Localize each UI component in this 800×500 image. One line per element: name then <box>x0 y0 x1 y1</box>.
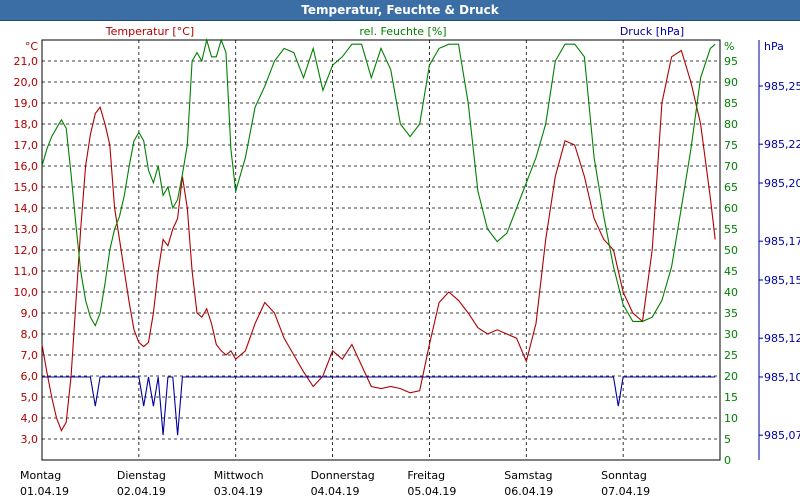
temp-tick-label: 17,0 <box>14 139 39 152</box>
temp-tick-label: 12,0 <box>14 244 39 257</box>
temp-axis-title: Temperatur [°C] <box>105 25 194 38</box>
temp-tick-label: 15,0 <box>14 181 39 194</box>
axes <box>41 39 763 461</box>
pressure-tick-label: 985,12 <box>764 332 800 345</box>
x-date-label: 07.04.19 <box>601 485 650 498</box>
pressure-tick-label: 985,10 <box>764 371 800 384</box>
temp-tick-label: 4,0 <box>21 412 39 425</box>
x-day-label: Dienstag <box>117 469 166 482</box>
temp-tick-label: 16,0 <box>14 160 39 173</box>
series-group <box>41 37 716 436</box>
humidity-tick-label: 95 <box>724 55 738 68</box>
x-date-label: 02.04.19 <box>117 485 166 498</box>
humidity-tick-label: 35 <box>724 307 738 320</box>
temp-tick-label: 8,0 <box>21 328 39 341</box>
temp-tick-label: 13,0 <box>14 223 39 236</box>
pressure-tick-label: 985,07 <box>764 429 800 442</box>
title-bar <box>0 0 800 21</box>
humidity-tick-label: 90 <box>724 76 738 89</box>
pressure-tick-label: 985,22 <box>764 138 800 151</box>
humidity-tick-label: 55 <box>724 223 738 236</box>
temp-tick-label: 9,0 <box>21 307 39 320</box>
humidity-tick-label: 45 <box>724 265 738 278</box>
humidity-tick-label: 15 <box>724 391 738 404</box>
x-day-label: Donnerstag <box>311 469 375 482</box>
x-date-label: 03.04.19 <box>214 485 263 498</box>
humidity-tick-label: 65 <box>724 181 738 194</box>
temp-tick-label: 3,0 <box>21 433 39 446</box>
pressure-tick-label: 985,25 <box>764 80 800 93</box>
x-date-label: 04.04.19 <box>311 485 360 498</box>
humidity-tick-label: 50 <box>724 244 738 257</box>
pressure-tick-label: 985,20 <box>764 177 800 190</box>
grid <box>42 40 720 460</box>
humidity-tick-label: 75 <box>724 139 738 152</box>
temp-tick-label: 19,0 <box>14 97 39 110</box>
x-date-label: 06.04.19 <box>504 485 553 498</box>
temp-tick-label: 18,0 <box>14 118 39 131</box>
chart-title: Temperatur, Feuchte & Druck <box>301 3 499 17</box>
humidity-line <box>41 37 716 327</box>
x-day-label: Samstag <box>504 469 552 482</box>
humidity-tick-label: 5 <box>724 433 731 446</box>
temperature-line <box>41 49 716 432</box>
temp-tick-label: 10,0 <box>14 286 39 299</box>
humidity-tick-label: 80 <box>724 118 738 131</box>
humidity-axis-title: rel. Feuchte [%] <box>359 25 446 38</box>
temp-tick-label: 7,0 <box>21 349 39 362</box>
humidity-tick-label: 30 <box>724 328 738 341</box>
x-day-label: Freitag <box>407 469 445 482</box>
axis-labels: 3,0 4,0 5,0 6,0 7,0 8,0 9,0 10,0 11,0 12,0 13,0 14,… <box>14 25 800 498</box>
humidity-unit-label: % <box>724 40 734 53</box>
temp-tick-label: 11,0 <box>14 265 39 278</box>
humidity-tick-label: 85 <box>724 97 738 110</box>
pressure-tick-label: 985,15 <box>764 274 800 287</box>
x-day-label: Mittwoch <box>214 469 264 482</box>
x-date-label: 05.04.19 <box>407 485 456 498</box>
humidity-tick-label: 60 <box>724 202 738 215</box>
x-day-label: Sonntag <box>601 469 647 482</box>
temp-tick-label: 14,0 <box>14 202 39 215</box>
temp-tick-label: 6,0 <box>21 370 39 383</box>
humidity-tick-label: 20 <box>724 370 738 383</box>
temp-unit-label: °C <box>25 40 39 53</box>
pressure-line <box>42 376 716 436</box>
humidity-tick-label: 25 <box>724 349 738 362</box>
plot-border <box>41 39 721 461</box>
humidity-tick-label: 0 <box>724 454 731 467</box>
temp-tick-label: 20,0 <box>14 76 39 89</box>
temp-tick-label: 5,0 <box>21 391 39 404</box>
humidity-tick-label: 10 <box>724 412 738 425</box>
x-day-label: Montag <box>20 469 61 482</box>
humidity-tick-label: 40 <box>724 286 738 299</box>
pressure-unit-label: hPa <box>764 40 784 53</box>
humidity-tick-label: 70 <box>724 160 738 173</box>
x-date-label: 01.04.19 <box>20 485 69 498</box>
pressure-axis-title: Druck [hPa] <box>620 25 684 38</box>
pressure-tick-label: 985,17 <box>764 235 800 248</box>
temp-tick-label: 21,0 <box>14 55 39 68</box>
